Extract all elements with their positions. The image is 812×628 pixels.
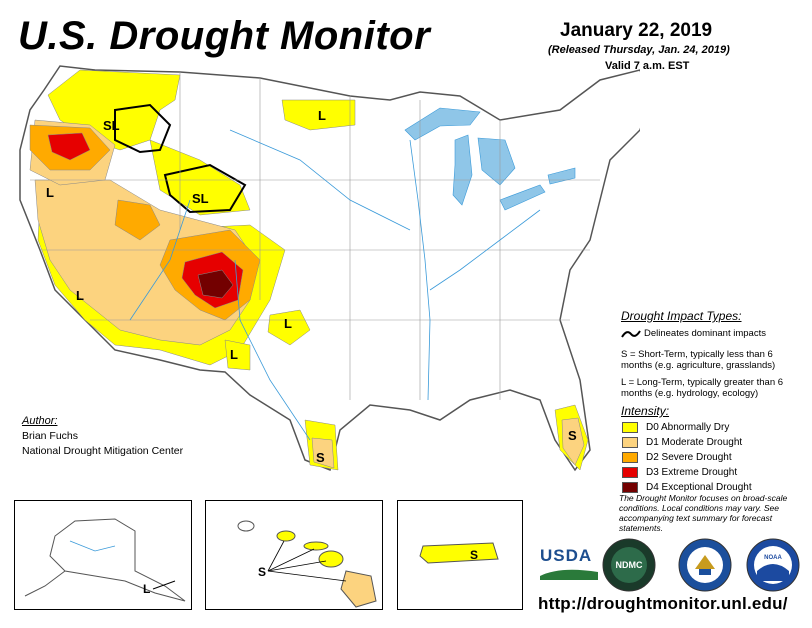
alaska-inset: L xyxy=(14,500,192,610)
intensity-d4-label: D4 Exceptional Drought xyxy=(646,481,752,493)
puerto-rico-outline xyxy=(419,542,499,564)
intensity-d0-row: D0 Abnormally Dry xyxy=(622,421,729,433)
intensity-d3-swatch xyxy=(622,466,638,478)
intensity-d0-label: D0 Abnormally Dry xyxy=(646,421,730,433)
commerce-department-seal-icon xyxy=(678,538,732,592)
hawaii-impact-pointers xyxy=(267,540,347,582)
lake-huron xyxy=(477,137,516,186)
valid-time: Valid 7 a.m. EST xyxy=(605,60,690,72)
alaska-rivers xyxy=(69,540,116,552)
disclaimer-text: The Drought Monitor focuses on broad-sca… xyxy=(619,493,788,533)
hawaii-maui xyxy=(318,550,344,568)
intensity-d3-label: D3 Extreme Drought xyxy=(646,466,738,478)
map-date: January 22, 2019 xyxy=(560,20,713,41)
great-lakes xyxy=(404,107,576,211)
intensity-d2-label: D2 Severe Drought xyxy=(646,451,732,463)
hawaii-oahu xyxy=(276,530,296,542)
impact-long-term-description: L = Long-Term, typically greater than 6 … xyxy=(621,377,784,399)
usda-logo: USDA xyxy=(540,546,598,585)
hawaii-kauai xyxy=(237,520,255,532)
map-title: U.S. Drought Monitor xyxy=(18,14,431,58)
label-l-alaska: L xyxy=(143,582,150,596)
missouri-river xyxy=(229,129,411,231)
colorado-river xyxy=(129,199,191,321)
d0-south-nm xyxy=(224,339,251,371)
label-s-florida: S xyxy=(568,428,577,443)
rivers xyxy=(129,129,541,441)
impact-line-sl-north xyxy=(114,103,172,154)
puerto-rico-inset: S xyxy=(397,500,523,610)
alaska-impact-pointer xyxy=(152,580,176,590)
impact-line-symbol xyxy=(621,330,641,338)
intensity-d2-swatch xyxy=(622,451,638,463)
impact-line-sl-south xyxy=(163,163,247,214)
author-org: National Drought Mitigation Center xyxy=(22,445,184,457)
label-sl-north: SL xyxy=(103,118,120,133)
label-s-puerto-rico: S xyxy=(470,548,478,562)
d0-montana-idaho xyxy=(149,139,251,216)
hawaii-inset: S xyxy=(205,500,383,610)
impact-types-title: Drought Impact Types: xyxy=(621,309,742,323)
hawaii-big-island xyxy=(340,570,377,608)
ndmc-logo-text: NDMC xyxy=(616,560,643,570)
alaska-peninsula xyxy=(24,570,66,597)
hawaii-map: S xyxy=(237,520,377,608)
intensity-d4-swatch xyxy=(622,481,638,493)
label-l-new-mexico-east: L xyxy=(284,316,292,331)
drought-monitor-url[interactable]: http://droughtmonitor.unl.edu/ xyxy=(538,594,788,613)
intensity-d1-row: D1 Moderate Drought xyxy=(622,436,742,448)
noaa-logo-text: NOAA xyxy=(764,555,782,561)
release-date: (Released Thursday, Jan. 24, 2019) xyxy=(548,44,730,56)
lake-superior xyxy=(404,107,481,141)
label-l-new-mexico-south: L xyxy=(230,347,238,362)
d1-florida xyxy=(561,417,585,466)
usda-swoosh-icon xyxy=(540,569,598,580)
state-borders xyxy=(30,72,600,400)
d1-south-texas xyxy=(311,437,335,469)
intensity-d2-row: D2 Severe Drought xyxy=(622,451,732,463)
conus-drought-map: SL SL L L L L L S S xyxy=(19,65,640,472)
label-s-texas: S xyxy=(316,450,325,465)
impact-line-description: Delineates dominant impacts xyxy=(644,328,766,339)
d0-north-dakota xyxy=(281,99,356,131)
label-l-oregon: L xyxy=(46,185,54,200)
hawaii-molokai xyxy=(303,541,329,551)
intensity-title: Intensity: xyxy=(621,404,670,418)
author-label: Author: xyxy=(22,415,58,427)
label-l-california: L xyxy=(76,288,84,303)
intensity-d4-row: D4 Exceptional Drought xyxy=(622,481,752,493)
impact-short-term-description: S = Short-Term, typically less than 6 mo… xyxy=(621,349,776,371)
usda-wordmark: USDA xyxy=(540,546,593,565)
author-name: Brian Fuchs xyxy=(22,430,79,442)
ndmc-logo: NDMC xyxy=(602,538,656,592)
impact-labels: SL SL L L L L L S S xyxy=(46,108,577,465)
drought-areas xyxy=(29,69,589,471)
label-s-hawaii: S xyxy=(258,565,266,579)
intensity-d1-label: D1 Moderate Drought xyxy=(646,436,743,448)
rio-grande xyxy=(234,259,311,441)
alaska-outline xyxy=(49,518,186,602)
label-l-north-dakota: L xyxy=(318,108,326,123)
mississippi-river xyxy=(409,139,431,401)
d3-oregon xyxy=(47,132,91,161)
impact-boundaries xyxy=(114,103,247,214)
noaa-logo: NOAA xyxy=(746,538,800,592)
intensity-d1-swatch xyxy=(622,436,638,448)
lake-erie xyxy=(499,184,546,211)
ohio-river xyxy=(429,209,541,291)
puerto-rico-map: S xyxy=(419,542,499,564)
d0-east-nm xyxy=(267,309,311,346)
d4-four-corners xyxy=(197,269,234,299)
intensity-d0-swatch xyxy=(622,421,638,433)
alaska-map: L xyxy=(24,518,186,602)
lake-michigan xyxy=(452,134,473,206)
d2-utah xyxy=(114,199,161,241)
intensity-d3-row: D3 Extreme Drought xyxy=(622,466,737,478)
label-sl-south: SL xyxy=(192,191,209,206)
